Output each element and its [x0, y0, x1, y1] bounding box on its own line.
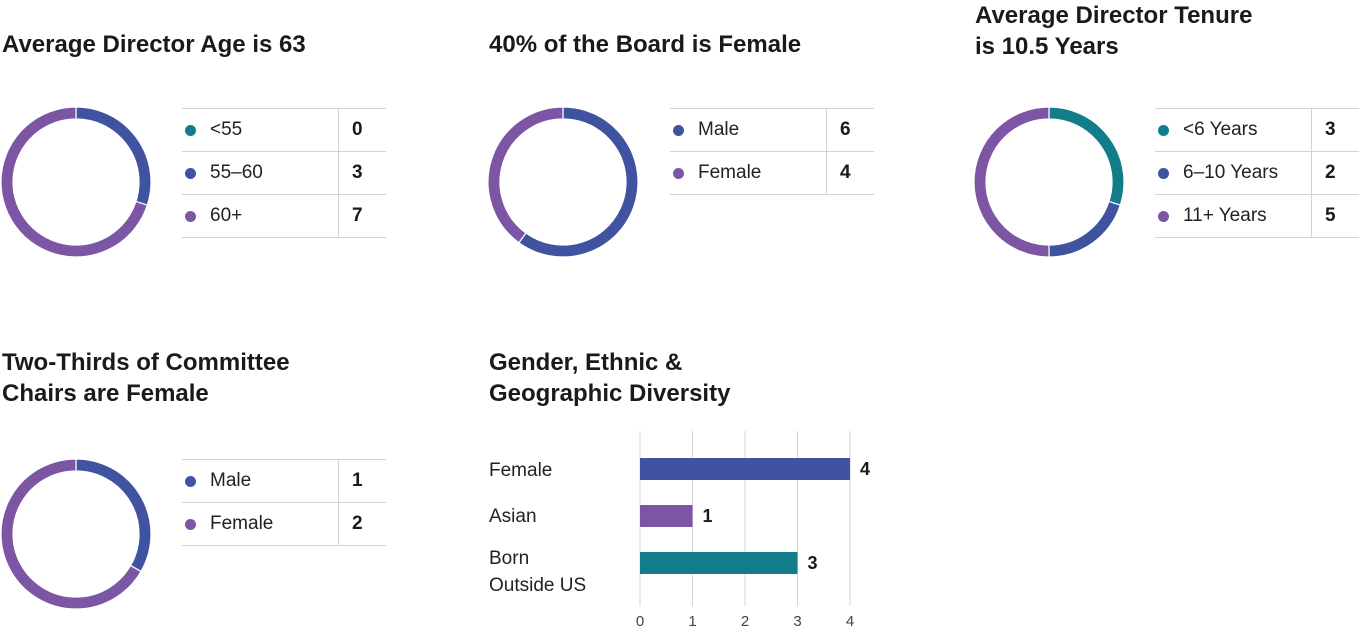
legend-row: Male 1 — [182, 460, 386, 503]
donut-slice — [0, 458, 142, 610]
legend-dot-icon — [185, 168, 196, 179]
legend-row: 60+ 7 — [182, 195, 386, 238]
chairs-title-line-2: Chairs are Female — [2, 380, 209, 407]
tenure-title-line-2: is 10.5 Years — [975, 33, 1119, 60]
legend-value: 0 — [352, 119, 363, 140]
legend-label: 55–60 — [210, 162, 263, 183]
chairs-legend-table: Male 1 Female 2 — [182, 459, 386, 546]
board-gender-donut-chart — [487, 106, 639, 258]
legend-label: 60+ — [210, 205, 243, 226]
legend-label: 11+ Years — [1183, 205, 1267, 226]
bar-category-label: Asian — [489, 506, 537, 527]
age-legend-table: <55 0 55–60 3 60+ 7 — [182, 108, 386, 238]
legend-dot-icon — [185, 519, 196, 530]
x-tick-label: 4 — [846, 613, 854, 630]
donut-slice — [1048, 200, 1122, 258]
legend-dot-icon — [185, 476, 196, 487]
legend-value: 4 — [840, 162, 851, 183]
diversity-title: Gender, Ethnic & Geographic Diversity — [489, 347, 730, 409]
age-donut-chart — [0, 106, 152, 258]
bar-value-label: 4 — [860, 459, 870, 479]
bar-category-label: Born Outside US — [489, 548, 587, 596]
bar — [640, 552, 798, 574]
legend-divider — [338, 152, 339, 194]
legend-value: 6 — [840, 119, 851, 140]
legend-row: 55–60 3 — [182, 152, 386, 195]
legend-row: Female 2 — [182, 503, 386, 546]
legend-divider — [1311, 152, 1312, 194]
board-gender-title: 40% of the Board is Female — [489, 31, 802, 58]
legend-divider — [338, 109, 339, 151]
diversity-title-line-1: Gender, Ethnic & — [489, 349, 683, 376]
donut-slice — [0, 106, 149, 258]
chairs-title: Two-Thirds of Committee Chairs are Femal… — [2, 347, 290, 409]
legend-value: 1 — [352, 470, 363, 491]
bar-value-label: 3 — [808, 553, 818, 573]
legend-value: 3 — [1325, 119, 1336, 140]
legend-divider — [1311, 195, 1312, 237]
legend-value: 3 — [352, 162, 363, 183]
legend-divider — [826, 152, 827, 194]
legend-row: <55 0 — [182, 109, 386, 152]
diversity-bar-svg: 0 1 2 3 4 4 1 3 — [636, 431, 870, 630]
bar-category-label: Female — [489, 460, 553, 481]
legend-value: 2 — [352, 513, 363, 534]
legend-label: 6–10 Years — [1183, 162, 1279, 183]
legend-row: Male 6 — [670, 109, 874, 152]
x-tick-label: 3 — [793, 613, 801, 630]
legend-label: <6 Years — [1183, 119, 1258, 140]
tenure-title: Average Director Tenure is 10.5 Years — [975, 0, 1252, 62]
legend-dot-icon — [185, 125, 196, 136]
tenure-legend-table: <6 Years 3 6–10 Years 2 11+ Years 5 — [1155, 108, 1359, 238]
chairs-donut-chart — [0, 458, 152, 610]
legend-dot-icon — [673, 168, 684, 179]
donut-slice — [487, 106, 564, 244]
legend-dot-icon — [673, 125, 684, 136]
legend-label: Female — [210, 513, 274, 534]
legend-label: Male — [210, 470, 252, 491]
diversity-bar-chart: 0 1 2 3 4 4 1 3 Female Asian Born Outside US — [487, 426, 887, 632]
x-tick-label: 2 — [741, 613, 749, 630]
legend-value: 2 — [1325, 162, 1336, 183]
bar-value-label: 1 — [703, 506, 713, 526]
donut-slice — [518, 106, 639, 258]
x-tick-label: 0 — [636, 613, 644, 630]
legend-row: Female 4 — [670, 152, 874, 195]
bar — [640, 505, 693, 527]
legend-label: Male — [698, 119, 740, 140]
age-title: Average Director Age is 63 — [2, 31, 306, 58]
donut-slice — [75, 106, 152, 206]
tenure-title-line-1: Average Director Tenure — [975, 2, 1253, 29]
legend-row: 11+ Years 5 — [1155, 195, 1359, 238]
legend-dot-icon — [1158, 125, 1169, 136]
donut-slice — [973, 106, 1050, 258]
legend-label: <55 — [210, 119, 243, 140]
donut-slice — [75, 458, 152, 573]
legend-divider — [826, 109, 827, 151]
legend-divider — [338, 503, 339, 545]
legend-divider — [1311, 109, 1312, 151]
diversity-title-line-2: Geographic Diversity — [489, 380, 731, 407]
bar — [640, 458, 850, 480]
legend-row: 6–10 Years 2 — [1155, 152, 1359, 195]
legend-dot-icon — [1158, 211, 1169, 222]
tenure-donut-chart — [973, 106, 1125, 258]
legend-dot-icon — [185, 211, 196, 222]
legend-value: 5 — [1325, 205, 1336, 226]
legend-row: <6 Years 3 — [1155, 109, 1359, 152]
legend-value: 7 — [352, 205, 363, 226]
chairs-title-line-1: Two-Thirds of Committee — [2, 349, 290, 376]
legend-divider — [338, 195, 339, 237]
x-tick-label: 1 — [688, 613, 696, 630]
donut-slice — [1048, 106, 1125, 206]
board-gender-legend-table: Male 6 Female 4 — [670, 108, 874, 195]
legend-label: Female — [698, 162, 762, 183]
legend-divider — [338, 460, 339, 502]
legend-dot-icon — [1158, 168, 1169, 179]
